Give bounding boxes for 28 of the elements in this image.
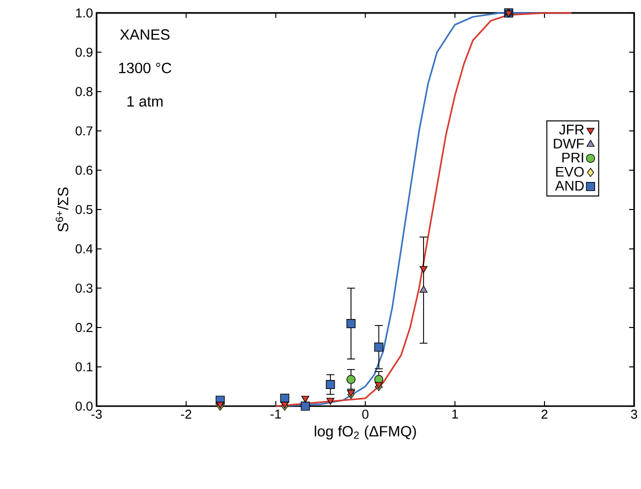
annotation: 1300 °C — [119, 62, 172, 74]
y-tick-label: 0.9 — [76, 48, 92, 57]
x-tick-label: 1 — [452, 410, 458, 419]
x-tick-label: 3 — [631, 410, 638, 419]
y-tick-label: 0.0 — [76, 402, 93, 411]
y-tick-label: 0.4 — [76, 244, 93, 254]
x-axis-title: log fO$_{2}$ (ΔFMQ) — [314, 426, 416, 440]
legend-label: DWF — [554, 138, 584, 148]
legend-label: PRI — [562, 152, 584, 162]
y-axis-title: S$^{6+}$/ΣS — [56, 188, 68, 232]
y-tick-label: 0.8 — [76, 87, 92, 96]
legend-label: AND — [555, 181, 584, 191]
y-tick-label: 0.2 — [76, 323, 92, 332]
x-tick-label: 0 — [362, 410, 368, 419]
y-tick-label: 1.0 — [76, 8, 93, 18]
y-tick-label: 0.3 — [76, 284, 92, 293]
x-tick-label: -2 — [181, 410, 192, 419]
legend-label: EVO — [556, 166, 584, 177]
annotation: XANES — [120, 29, 170, 40]
x-tick-label: -3 — [91, 410, 102, 419]
legend-label: JFR — [559, 124, 584, 135]
y-tick-label: 0.6 — [76, 166, 92, 175]
annotation: 1 atm — [127, 96, 163, 107]
x-tick-label: -1 — [270, 410, 281, 419]
y-tick-label: 0.5 — [76, 205, 93, 214]
y-tick-label: 0.1 — [76, 362, 92, 372]
y-tick-label: 0.7 — [76, 126, 92, 136]
x-tick-label: 2 — [542, 410, 548, 419]
